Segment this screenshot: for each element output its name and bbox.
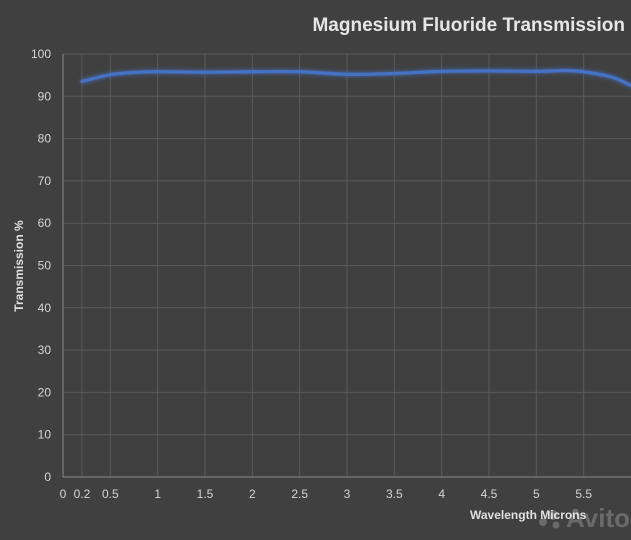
x-tick-label: 1.5 [197, 487, 214, 501]
x-tick-label: 0 [60, 487, 67, 501]
y-tick-label: 50 [38, 259, 52, 273]
x-tick-label: 3.5 [386, 487, 403, 501]
x-tick-label: 3 [344, 487, 351, 501]
axes [62, 54, 631, 478]
x-tick-label: 0.2 [74, 487, 91, 501]
y-axis-label: Transmission % [12, 220, 26, 312]
x-tick-label: 5 [533, 487, 540, 501]
y-tick-label: 10 [38, 428, 52, 442]
y-tick-label: 30 [38, 343, 52, 357]
y-tick-label: 70 [38, 174, 52, 188]
y-tick-label: 40 [38, 301, 52, 315]
y-tick-label: 60 [38, 216, 52, 230]
x-tick-label: 5.5 [575, 487, 592, 501]
x-tick-label: 0.5 [102, 487, 119, 501]
y-tick-label: 100 [31, 47, 51, 61]
y-tick-label: 90 [38, 89, 52, 103]
watermark-logo: Avito [539, 503, 630, 533]
x-tick-label: 4.5 [481, 487, 498, 501]
y-tick-labels: 0 10 20 30 40 50 60 70 80 90 100 [31, 47, 51, 484]
x-tick-label: 4 [438, 487, 445, 501]
x-tick-label: 2 [249, 487, 256, 501]
y-tick-label: 0 [44, 470, 51, 484]
y-tick-label: 80 [38, 132, 52, 146]
x-tick-label: 1 [154, 487, 161, 501]
chart-title: Magnesium Fluoride Transmission [312, 15, 625, 36]
grid [63, 53, 631, 477]
series-layer [80, 68, 631, 88]
x-axis-label: Wavelength Microns [470, 508, 587, 522]
y-tick-label: 20 [38, 385, 52, 399]
x-tick-labels: 0 0.2 0.5 1 1.5 2 2.5 3 3.5 4 4.5 5 5.5 [60, 487, 593, 501]
series-line [80, 68, 631, 88]
watermark-text: Avito [566, 503, 630, 533]
x-tick-label: 2.5 [291, 487, 308, 501]
